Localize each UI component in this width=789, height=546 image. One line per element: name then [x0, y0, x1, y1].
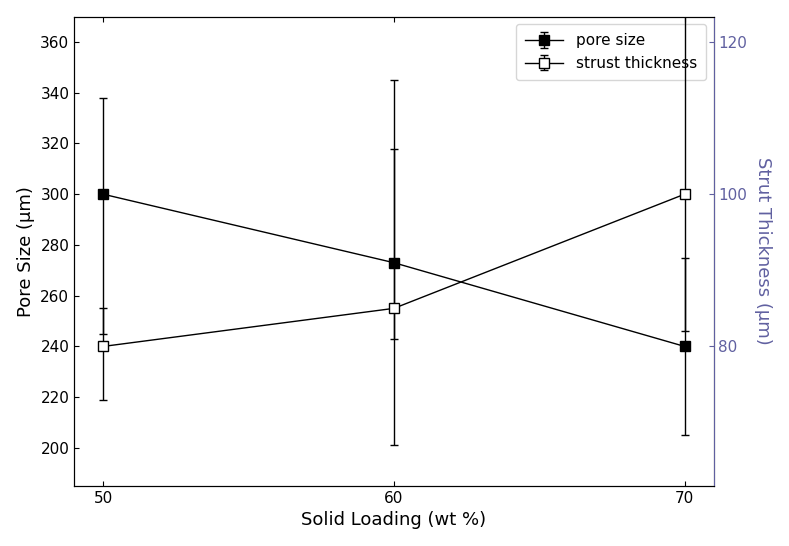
Y-axis label: Pore Size (μm): Pore Size (μm): [17, 186, 35, 317]
X-axis label: Solid Loading (wt %): Solid Loading (wt %): [301, 512, 487, 529]
Legend: pore size, strust thickness: pore size, strust thickness: [516, 25, 706, 80]
Y-axis label: Strut Thickness (μm): Strut Thickness (μm): [754, 157, 772, 345]
